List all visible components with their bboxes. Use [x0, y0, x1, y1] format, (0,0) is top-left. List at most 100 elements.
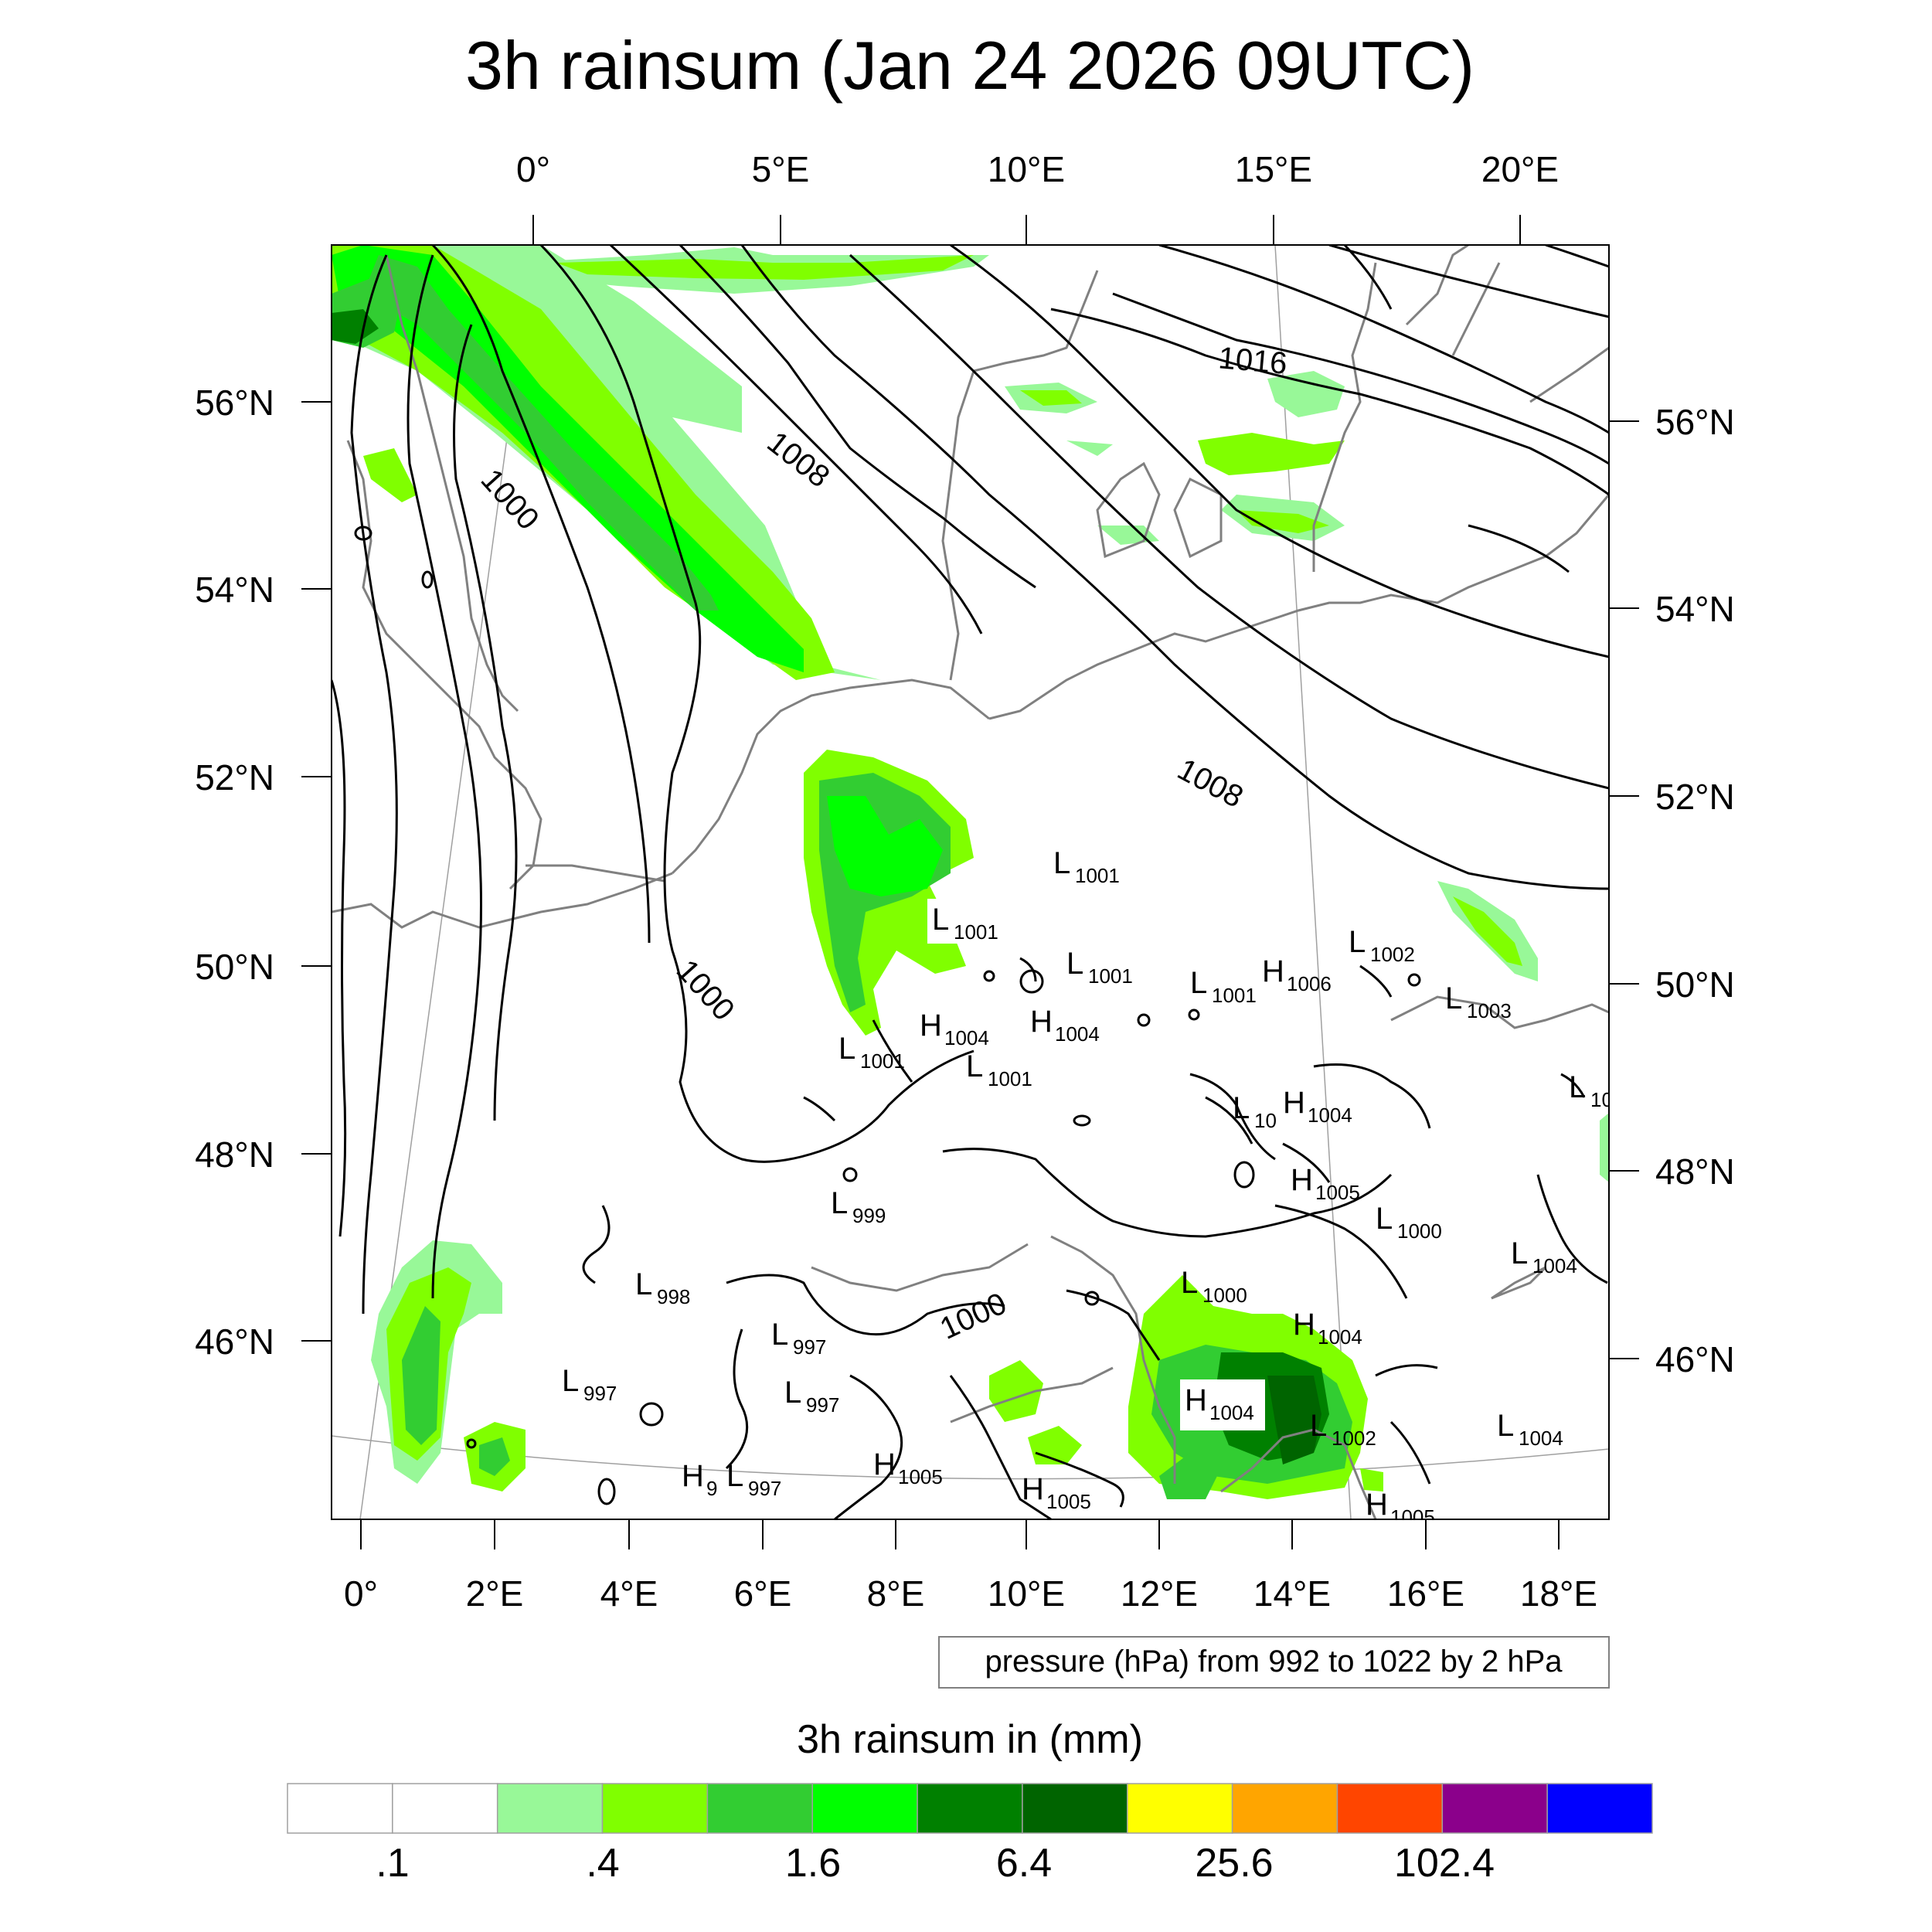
bottom-lon-label: 10°E — [988, 1573, 1065, 1614]
pressure-center: L 997 — [726, 1459, 781, 1500]
contour-info-box: pressure (hPa) from 992 to 1022 by 2 hPa — [938, 1636, 1610, 1689]
svg-text:L: L — [1310, 1409, 1327, 1443]
left-lat-label: 46°N — [195, 1321, 274, 1362]
pressure-center: L 1001 — [838, 1032, 905, 1073]
pressure-center: L 1002 — [1310, 1409, 1376, 1450]
coastlines — [332, 245, 1609, 1519]
svg-text:1004: 1004 — [1055, 1022, 1100, 1046]
isobar-cells — [354, 526, 1421, 1505]
svg-text:H: H — [1293, 1308, 1315, 1342]
right-lat-label: 50°N — [1655, 964, 1735, 1005]
svg-text:H: H — [1185, 1383, 1207, 1417]
pressure-center: L 997 — [562, 1364, 617, 1405]
colorbar-swatch — [1231, 1783, 1338, 1834]
svg-text:L: L — [1349, 925, 1366, 959]
svg-text:1000: 1000 — [1202, 1284, 1247, 1307]
precip-netherlands — [804, 750, 974, 1036]
svg-text:9: 9 — [706, 1477, 717, 1500]
svg-text:H: H — [1283, 1086, 1305, 1120]
pressure-center: L 1001 — [1190, 966, 1257, 1007]
colorbar-swatch — [811, 1783, 918, 1834]
svg-text:1004: 1004 — [1318, 1325, 1362, 1349]
bottom-longitude-labels: 0° 2°E 4°E 6°E 8°E 10°E 12°E 14°E 16°E 1… — [344, 1573, 1597, 1614]
right-lat-label: 52°N — [1655, 777, 1735, 817]
svg-text:1000: 1000 — [1397, 1219, 1442, 1243]
svg-text:10: 10 — [1590, 1088, 1613, 1111]
svg-text:H: H — [1366, 1488, 1388, 1522]
svg-text:997: 997 — [748, 1477, 781, 1500]
svg-text:H: H — [920, 1009, 942, 1043]
svg-text:L: L — [1181, 1266, 1198, 1300]
contour-label-1016: 1016 — [1217, 341, 1288, 381]
colorbar-swatch — [496, 1783, 604, 1834]
top-lon-label: 5°E — [752, 149, 810, 189]
bottom-lon-label: 12°E — [1121, 1573, 1198, 1614]
map-area: 1016 1008 1000 1008 1000 1000 L 1001 L 100… — [331, 244, 1613, 1522]
pressure-center: H 1004 — [920, 1009, 989, 1049]
colorbar-swatch — [601, 1783, 709, 1834]
pressure-center: L 1003 — [1445, 981, 1512, 1022]
pressure-center: L 1001 — [1066, 947, 1133, 988]
left-lat-label: 52°N — [195, 757, 274, 798]
svg-text:1001: 1001 — [954, 920, 998, 944]
figure-title: 3h rainsum (Jan 24 2026 09UTC) — [465, 27, 1475, 104]
pressure-center: H 1004 — [1180, 1379, 1265, 1430]
bottom-lon-label: 18°E — [1520, 1573, 1597, 1614]
colorbar-swatch — [1127, 1783, 1233, 1834]
pressure-center: L 1002 — [1349, 925, 1415, 966]
colorbar — [287, 1783, 1653, 1834]
svg-text:H: H — [682, 1459, 704, 1493]
pressure-center: H 1005 — [873, 1447, 943, 1488]
top-lon-label: 0° — [516, 149, 550, 189]
pressure-center: L 10 — [1233, 1091, 1277, 1132]
svg-text:L: L — [562, 1364, 579, 1398]
left-latitude-labels: 56°N 54°N 52°N 50°N 48°N 46°N — [195, 383, 274, 1362]
bottom-lon-label: 16°E — [1387, 1573, 1464, 1614]
pressure-center: L 1000 — [1376, 1202, 1442, 1243]
pressure-center: L 10 — [1569, 1070, 1613, 1111]
colorbar-title: 3h rainsum in (mm) — [797, 1717, 1143, 1762]
svg-text:1002: 1002 — [1370, 943, 1415, 966]
bottom-lon-label: 6°E — [734, 1573, 792, 1614]
svg-text:10: 10 — [1254, 1109, 1277, 1132]
colorbar-swatch — [1336, 1783, 1444, 1834]
pressure-centers: L 1001 L 1001 L 1001 L 1001 H 1006 L 1002 L 100… — [562, 846, 1613, 1522]
colorbar-swatch — [1546, 1783, 1653, 1834]
colorbar-label: 102.4 — [1394, 1841, 1495, 1886]
svg-text:L: L — [1233, 1091, 1250, 1125]
svg-text:997: 997 — [806, 1393, 839, 1417]
colorbar-swatch — [287, 1783, 393, 1834]
svg-text:1005: 1005 — [1046, 1490, 1091, 1513]
svg-text:H: H — [873, 1447, 896, 1481]
svg-text:L: L — [1511, 1236, 1528, 1270]
colorbar-label: 1.6 — [785, 1841, 841, 1886]
svg-text:1004: 1004 — [1209, 1401, 1254, 1424]
svg-text:1001: 1001 — [1212, 984, 1257, 1007]
colorbar-swatch — [1441, 1783, 1548, 1834]
pressure-center: H 1005 — [1291, 1163, 1360, 1204]
svg-text:H: H — [1291, 1163, 1313, 1197]
pressure-center: H 1004 — [1030, 1005, 1100, 1046]
bottom-lon-label: 14°E — [1253, 1573, 1331, 1614]
svg-text:1005: 1005 — [1315, 1181, 1360, 1204]
colorbar-label: .1 — [376, 1841, 409, 1886]
colorbar-swatch — [1022, 1783, 1128, 1834]
svg-text:L: L — [784, 1376, 801, 1410]
colorbar-label: 6.4 — [996, 1841, 1052, 1886]
svg-text:1005: 1005 — [898, 1465, 943, 1488]
svg-text:H: H — [1262, 954, 1284, 988]
svg-text:L: L — [771, 1318, 788, 1352]
svg-text:L: L — [1376, 1202, 1393, 1236]
colorbar-label: 25.6 — [1195, 1841, 1273, 1886]
pressure-center: L 999 — [831, 1186, 886, 1227]
bottom-lon-label: 2°E — [466, 1573, 524, 1614]
svg-text:L: L — [838, 1032, 855, 1066]
pressure-center: H 1004 — [1283, 1086, 1352, 1127]
svg-text:L: L — [831, 1186, 848, 1220]
svg-text:L: L — [1445, 981, 1462, 1015]
svg-text:H: H — [1030, 1005, 1053, 1039]
pressure-center: L 997 — [771, 1318, 826, 1359]
top-longitude-labels: 0° 5°E 10°E 15°E 20°E — [516, 149, 1559, 189]
svg-text:L: L — [932, 903, 949, 937]
